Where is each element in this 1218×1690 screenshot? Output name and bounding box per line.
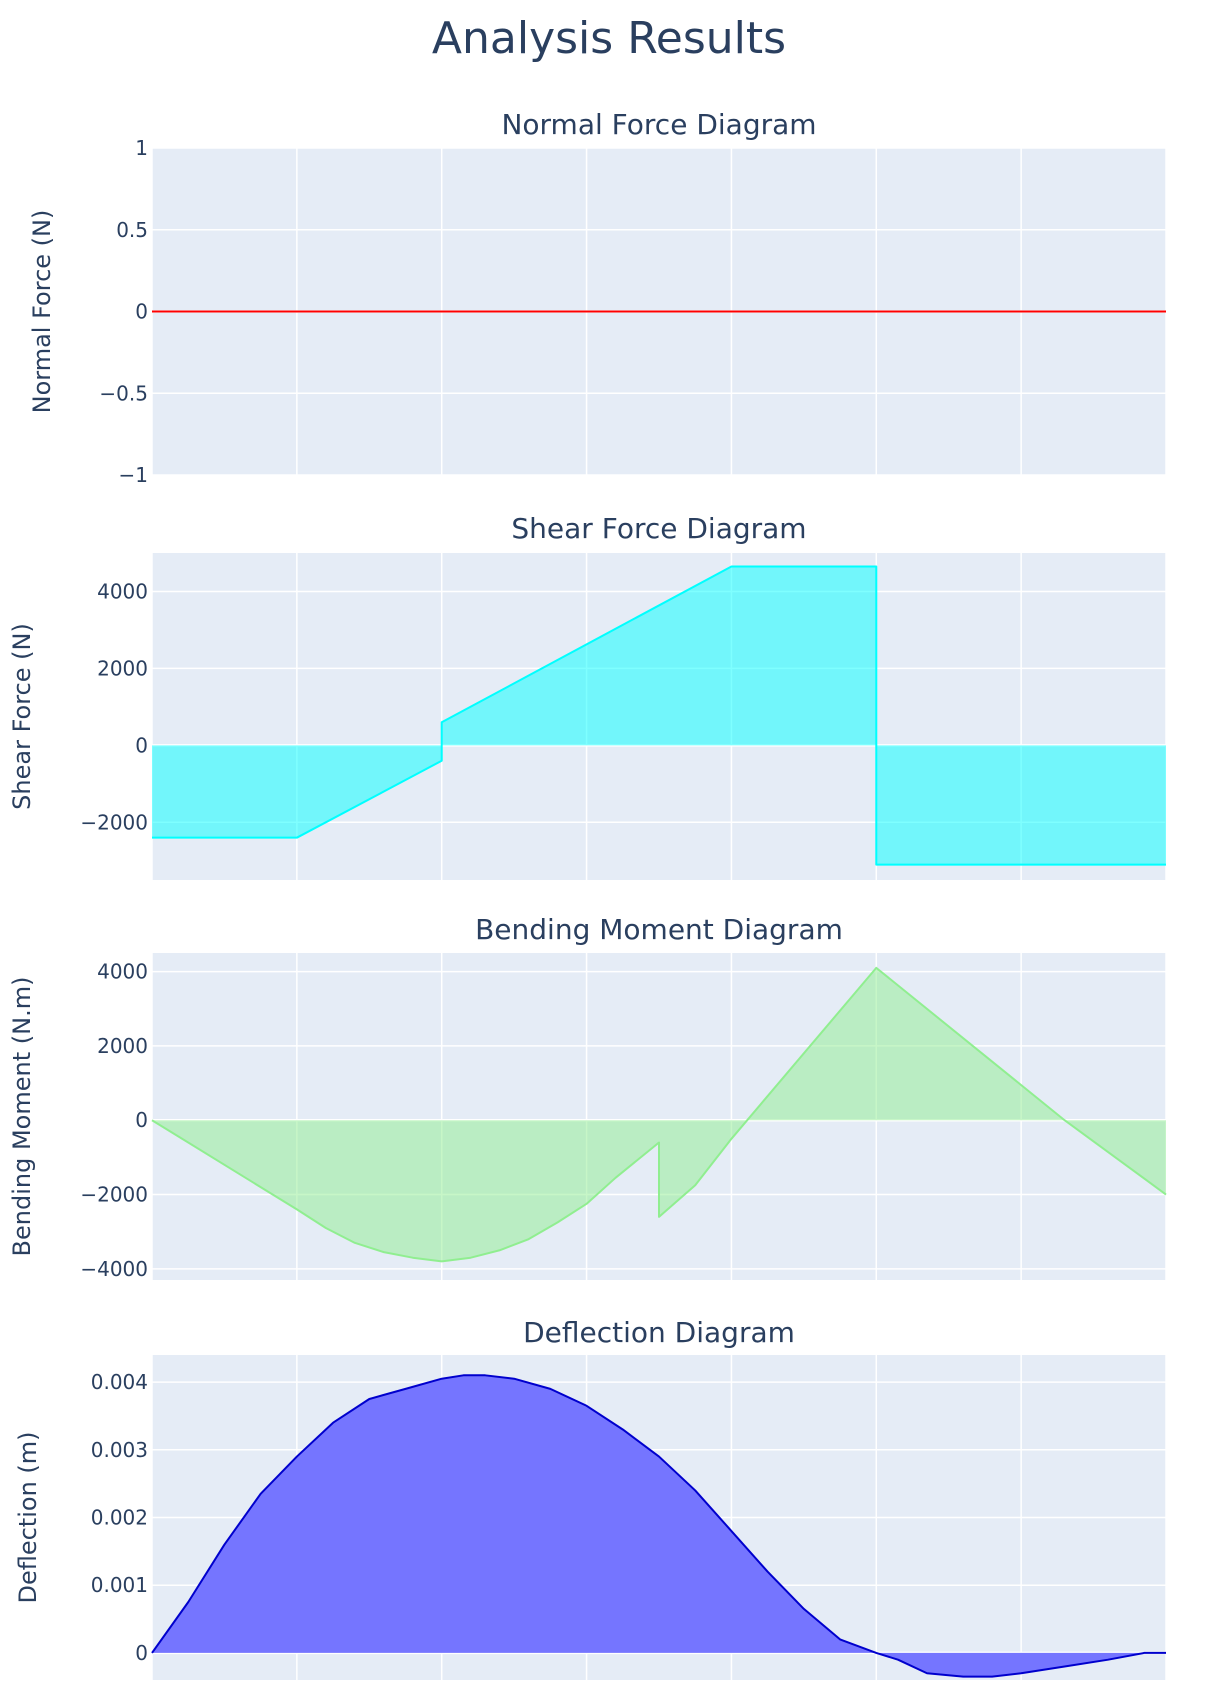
y-tick-label: 0 — [135, 1641, 148, 1665]
subplot-title: Bending Moment Diagram — [475, 913, 843, 946]
y-tick-label: 0 — [135, 733, 148, 757]
series-fill-area — [152, 967, 1166, 1262]
subplot-title: Deflection Diagram — [523, 1316, 795, 1349]
y-tick-label: 0.002 — [91, 1506, 148, 1530]
series-line — [152, 565, 1166, 866]
y-tick-label: −4000 — [80, 1257, 148, 1281]
subplot-title: Normal Force Diagram — [501, 108, 816, 141]
series-fill-area — [152, 566, 1166, 865]
y-tick-label: 0 — [135, 300, 148, 324]
series-line — [151, 1374, 1166, 1678]
y-tick-label: 4000 — [97, 960, 148, 984]
y-tick-label: 4000 — [97, 579, 148, 603]
subplot-2: 4000 2000 0 −2000 Shear Force Diagram Shear F… — [8, 512, 1167, 880]
y-tick-label: 0.5 — [116, 218, 148, 242]
y-axis-title: Shear Force (N) — [8, 623, 36, 810]
y-tick-label: 1 — [135, 136, 148, 160]
series-fill-area — [152, 1375, 1166, 1677]
chart-main-title: Analysis Results — [431, 13, 787, 64]
subplot-4: 0.0040.0030.0020.001001234567Deflection … — [14, 1316, 1167, 1680]
y-tick-label: −2000 — [80, 1183, 148, 1207]
y-tick-label: 0.003 — [91, 1438, 148, 1462]
y-tick-label: −0.5 — [99, 381, 148, 405]
y-tick-label: −2000 — [80, 810, 148, 834]
y-axis-title: Bending Moment (N.m) — [8, 977, 36, 1257]
y-axis-title: Deflection (m) — [14, 1431, 42, 1603]
y-axis-title: Normal Force (N) — [28, 210, 56, 414]
y-tick-label: 2000 — [97, 1034, 148, 1058]
y-tick-label: −1 — [119, 463, 148, 487]
subplot-1: 1 0.5 0 −0.5 −1 Normal Force Diagram Normal Fo… — [28, 108, 1167, 487]
y-tick-label: 0.001 — [91, 1573, 148, 1597]
y-tick-label: 0.004 — [91, 1370, 148, 1394]
subplot-title: Shear Force Diagram — [511, 512, 806, 545]
subplot-3: 4000 2000 0 −2000 −4000 Bending Moment Diagra… — [8, 913, 1167, 1281]
y-tick-label: 0 — [135, 1108, 148, 1132]
y-tick-label: 2000 — [97, 656, 148, 680]
series-line — [151, 966, 1167, 1263]
